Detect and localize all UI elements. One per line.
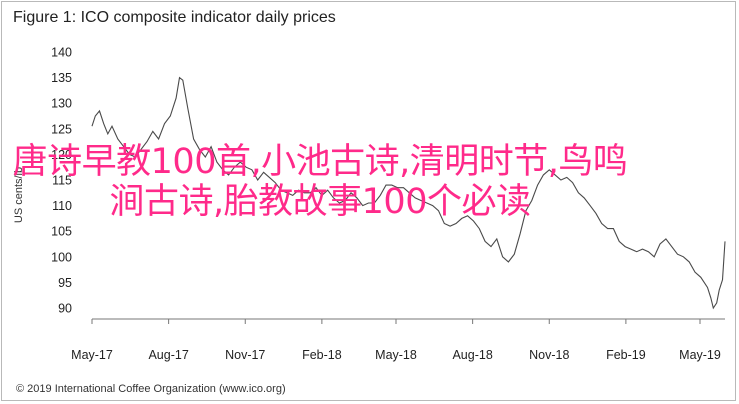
x-tick-label: Nov-17 [225, 348, 265, 362]
figure-title: Figure 1: ICO composite indicator daily … [13, 9, 336, 26]
y-tick-label: 105 [51, 225, 72, 239]
y-tick-label: 140 [51, 46, 72, 60]
x-tick-label: Aug-18 [452, 348, 492, 362]
x-axis-ticks: May-17 Aug-17 Nov-17 Feb-18 May-18 Aug-18 Nov-… [71, 319, 721, 362]
x-tick-label: Feb-19 [606, 348, 646, 362]
y-tick-label: 120 [51, 148, 72, 162]
y-tick-label: 125 [51, 122, 72, 136]
y-tick-label: 95 [58, 276, 72, 290]
x-tick-label: Aug-17 [148, 348, 188, 362]
overlay-watermark-text: 唐诗早教100首,小池古诗,清明时节,鸟鸣涧古诗,胎教故事100个必读 [12, 142, 628, 222]
x-tick-label: Nov-18 [529, 348, 569, 362]
y-tick-label: 130 [51, 97, 72, 111]
y-tick-label: 135 [51, 71, 72, 85]
y-tick-label: 100 [51, 250, 72, 264]
x-tick-label: May-19 [679, 348, 721, 362]
y-tick-label: 90 [58, 302, 72, 316]
x-tick-label: May-17 [71, 348, 113, 362]
x-tick-label: Feb-18 [302, 348, 342, 362]
y-axis-ticks: 90 95 100 105 110 115 120 125 130 135 140 [51, 46, 72, 316]
y-tick-label: 110 [52, 199, 72, 213]
series-line [91, 76, 726, 310]
x-tick-label: May-18 [375, 348, 417, 362]
y-tick-label: 115 [52, 174, 72, 188]
source-credit: © 2019 International Coffee Organization… [16, 383, 286, 395]
y-axis-title: US cents/lb [13, 167, 25, 223]
